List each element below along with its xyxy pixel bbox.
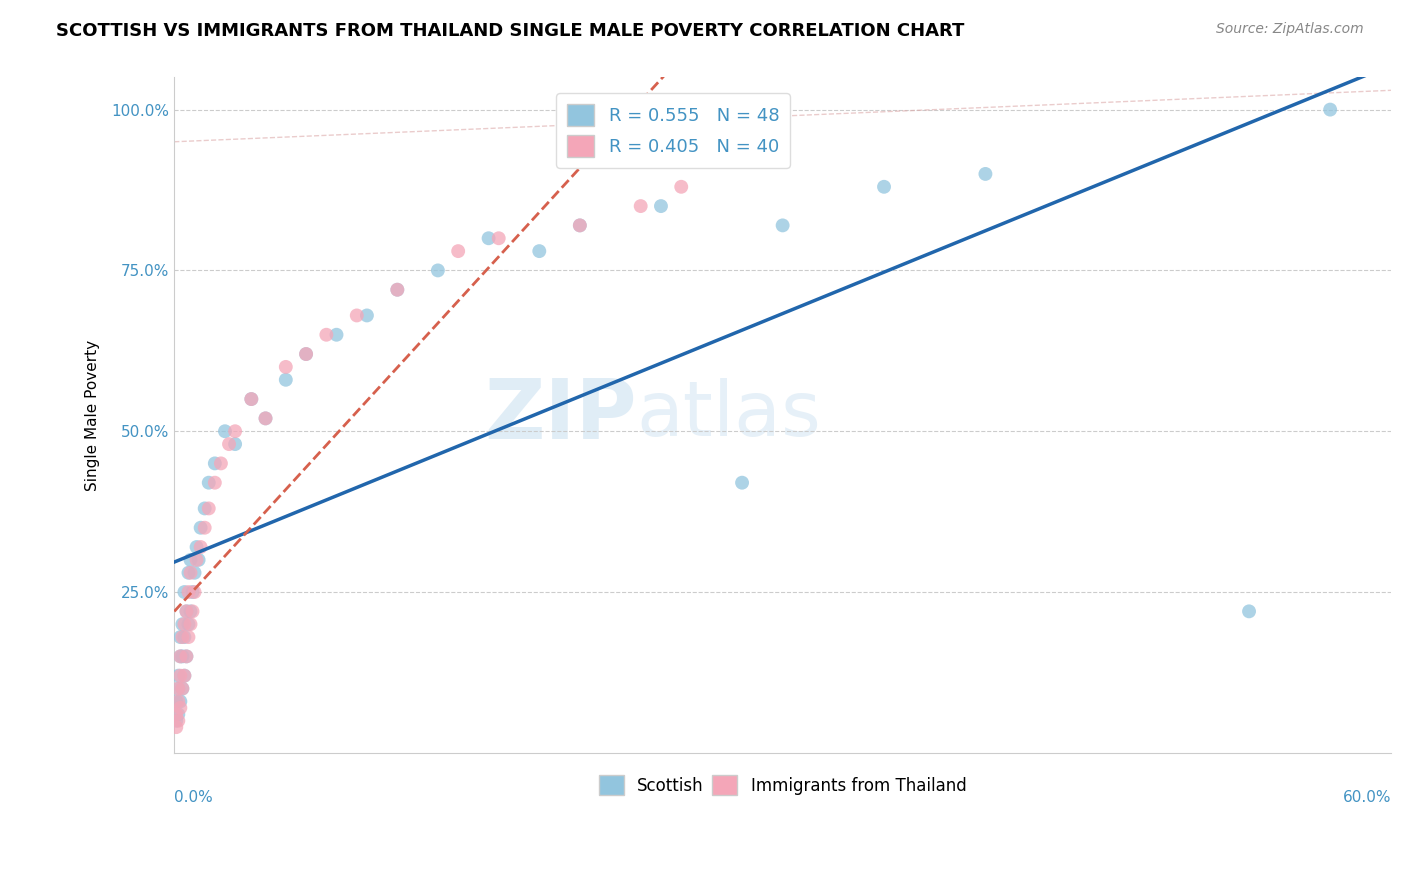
Point	[478, 231, 501, 245]
Point	[197, 501, 219, 516]
Point	[295, 347, 318, 361]
Point	[224, 424, 246, 438]
Point	[179, 553, 201, 567]
Point	[172, 630, 194, 644]
Point	[179, 604, 201, 618]
Point	[650, 199, 672, 213]
Point	[183, 585, 205, 599]
Point	[165, 714, 187, 728]
Point	[169, 701, 191, 715]
Point	[181, 604, 204, 618]
Point	[218, 437, 240, 451]
Point	[194, 501, 217, 516]
Point	[346, 309, 368, 323]
Point	[167, 707, 190, 722]
Point	[173, 585, 195, 599]
Point	[488, 231, 510, 245]
Point	[181, 585, 204, 599]
Point	[274, 373, 297, 387]
Point	[190, 521, 212, 535]
Point	[529, 244, 551, 259]
Point	[772, 219, 794, 233]
Point	[315, 327, 337, 342]
Point	[167, 714, 190, 728]
Text: atlas: atlas	[637, 378, 821, 452]
Point	[179, 566, 201, 580]
Point	[165, 720, 187, 734]
Point	[426, 263, 449, 277]
Point	[194, 521, 217, 535]
Legend: Scottish, Immigrants from Thailand: Scottish, Immigrants from Thailand	[592, 768, 973, 802]
Point	[224, 437, 246, 451]
Point	[176, 604, 198, 618]
Point	[172, 617, 194, 632]
Point	[176, 604, 198, 618]
Point	[387, 283, 409, 297]
Point	[173, 617, 195, 632]
Point	[295, 347, 318, 361]
Point	[204, 475, 226, 490]
Point	[177, 630, 200, 644]
Point	[169, 649, 191, 664]
Point	[169, 668, 191, 682]
Point	[179, 617, 201, 632]
Point	[671, 179, 693, 194]
Text: SCOTTISH VS IMMIGRANTS FROM THAILAND SINGLE MALE POVERTY CORRELATION CHART: SCOTTISH VS IMMIGRANTS FROM THAILAND SIN…	[56, 22, 965, 40]
Point	[165, 707, 187, 722]
Point	[187, 553, 209, 567]
Point	[873, 179, 896, 194]
Y-axis label: Single Male Poverty: Single Male Poverty	[86, 340, 100, 491]
Point	[177, 617, 200, 632]
Point	[172, 681, 194, 696]
Point	[167, 681, 190, 696]
Point	[169, 630, 191, 644]
Point	[165, 694, 187, 708]
Point	[176, 649, 198, 664]
Point	[568, 219, 591, 233]
Point	[274, 359, 297, 374]
Point	[630, 199, 652, 213]
Text: 0.0%: 0.0%	[174, 790, 214, 805]
Text: ZIP: ZIP	[484, 375, 637, 456]
Point	[186, 553, 208, 567]
Point	[387, 283, 409, 297]
Point	[186, 540, 208, 554]
Point	[169, 649, 191, 664]
Point	[172, 649, 194, 664]
Point	[568, 219, 591, 233]
Point	[197, 475, 219, 490]
Point	[167, 694, 190, 708]
Point	[209, 457, 232, 471]
Point	[173, 668, 195, 682]
Point	[177, 585, 200, 599]
Point	[167, 668, 190, 682]
Text: Source: ZipAtlas.com: Source: ZipAtlas.com	[1216, 22, 1364, 37]
Point	[254, 411, 277, 425]
Point	[177, 566, 200, 580]
Point	[1237, 604, 1260, 618]
Point	[167, 681, 190, 696]
Text: 60.0%: 60.0%	[1343, 790, 1391, 805]
Point	[1319, 103, 1341, 117]
Point	[204, 457, 226, 471]
Point	[172, 681, 194, 696]
Point	[183, 566, 205, 580]
Point	[254, 411, 277, 425]
Point	[447, 244, 470, 259]
Point	[173, 668, 195, 682]
Point	[356, 309, 378, 323]
Point	[731, 475, 754, 490]
Point	[974, 167, 997, 181]
Point	[214, 424, 236, 438]
Point	[240, 392, 263, 406]
Point	[325, 327, 347, 342]
Point	[190, 540, 212, 554]
Point	[169, 694, 191, 708]
Point	[240, 392, 263, 406]
Point	[173, 630, 195, 644]
Point	[176, 649, 198, 664]
